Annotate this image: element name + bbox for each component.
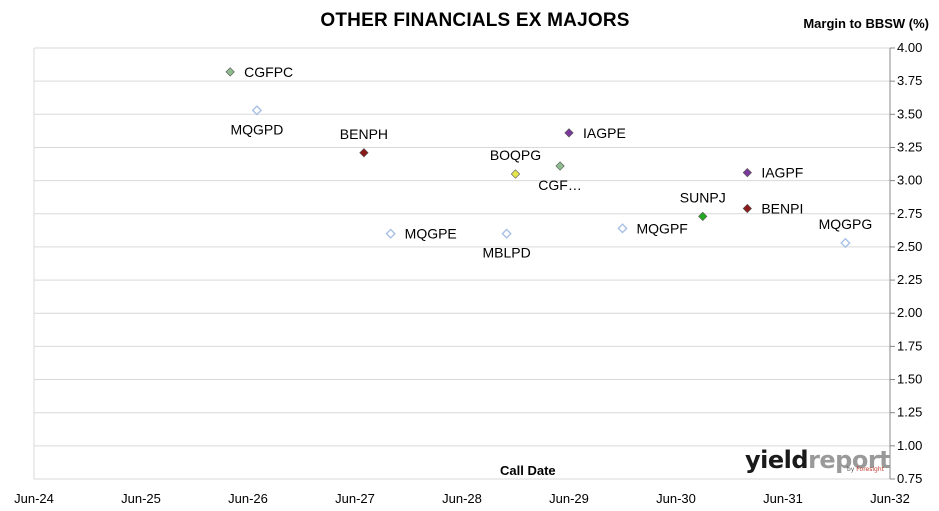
- y-tick-label: 1.50: [897, 372, 922, 387]
- data-points: [225, 67, 851, 249]
- data-label: MQGPG: [819, 216, 873, 232]
- data-point-cgfpc: [225, 67, 235, 77]
- x-tick-label: Jun-25: [121, 491, 161, 506]
- data-point-iagpf: [742, 168, 752, 178]
- data-label: SUNPJ: [680, 189, 726, 205]
- y-tick-label: 3.00: [897, 173, 922, 188]
- data-label: BOQPG: [490, 147, 541, 163]
- x-tick-label: Jun-29: [549, 491, 589, 506]
- x-tick-label: Jun-24: [14, 491, 54, 506]
- y-tick-label: 0.75: [897, 471, 922, 486]
- data-point-benpi: [742, 203, 752, 214]
- data-label: BENPH: [340, 126, 388, 142]
- x-tick-label: Jun-30: [656, 491, 696, 506]
- y-tick-label: 1.75: [897, 338, 922, 353]
- data-label: MQGPE: [405, 226, 457, 242]
- y-tick-label: 2.50: [897, 239, 922, 254]
- data-label: CGFPC: [244, 64, 293, 80]
- x-tick-label: Jun-31: [763, 491, 803, 506]
- x-tick-label: Jun-28: [442, 491, 482, 506]
- chart-title: OTHER FINANCIALS EX MAJORS: [320, 10, 630, 31]
- data-label: BENPI: [761, 200, 803, 216]
- x-axis-ticks: Jun-24 Jun-25 Jun-26 Jun-27 Jun-28 Jun-29 Jun-…: [14, 491, 910, 506]
- data-point-sunpj: [698, 211, 708, 222]
- grid-lines: [34, 47, 890, 480]
- yieldreport-logo: yieldreport by Foresight: [745, 446, 891, 474]
- data-label: IAGPE: [583, 125, 626, 141]
- data-point-boqpg: [510, 169, 521, 179]
- y-tick-label: 1.25: [897, 405, 922, 420]
- y-tick-label: 4.00: [897, 40, 922, 55]
- data-label: MQGPF: [637, 220, 688, 236]
- y-tick-label: 2.00: [897, 305, 922, 320]
- y-tick-label: 3.50: [897, 106, 922, 121]
- x-tick-label: Jun-27: [335, 491, 375, 506]
- data-point-iagpe: [564, 128, 574, 138]
- y-axis-label: Margin to BBSW (%): [803, 16, 929, 31]
- data-label: CGF…: [538, 177, 582, 193]
- data-point-mqgpd: [251, 105, 263, 116]
- y-tick-label: 2.75: [897, 206, 922, 221]
- y-axis-ticks: 0.75 1.00 1.25 1.50 1.75 2.00 2.25 2.50 2.75 3.00…: [890, 40, 922, 486]
- y-tick-label: 1.00: [897, 438, 922, 453]
- data-point-cgf: [555, 161, 565, 171]
- data-point-mqgpe: [385, 228, 396, 239]
- data-point-benph: [359, 148, 369, 158]
- data-label: IAGPF: [761, 165, 803, 181]
- data-point-mqgpg: [840, 237, 851, 249]
- plot-frame: [33, 48, 891, 479]
- data-label: MQGPD: [230, 121, 283, 137]
- data-point-mqgpf: [617, 223, 628, 234]
- y-tick-label: 3.25: [897, 139, 922, 154]
- y-tick-label: 3.75: [897, 73, 922, 88]
- x-tick-label: Jun-32: [870, 491, 910, 506]
- data-point-mblpd: [501, 228, 512, 239]
- data-labels: CGFPC MQGPD BENPH MQGPE BOQPG MBLPD IAGPE CGF… M…: [230, 64, 872, 261]
- y-tick-label: 2.25: [897, 272, 922, 287]
- data-label: MBLPD: [482, 245, 530, 261]
- x-tick-label: Jun-26: [228, 491, 268, 506]
- x-axis-label: Call Date: [500, 463, 556, 478]
